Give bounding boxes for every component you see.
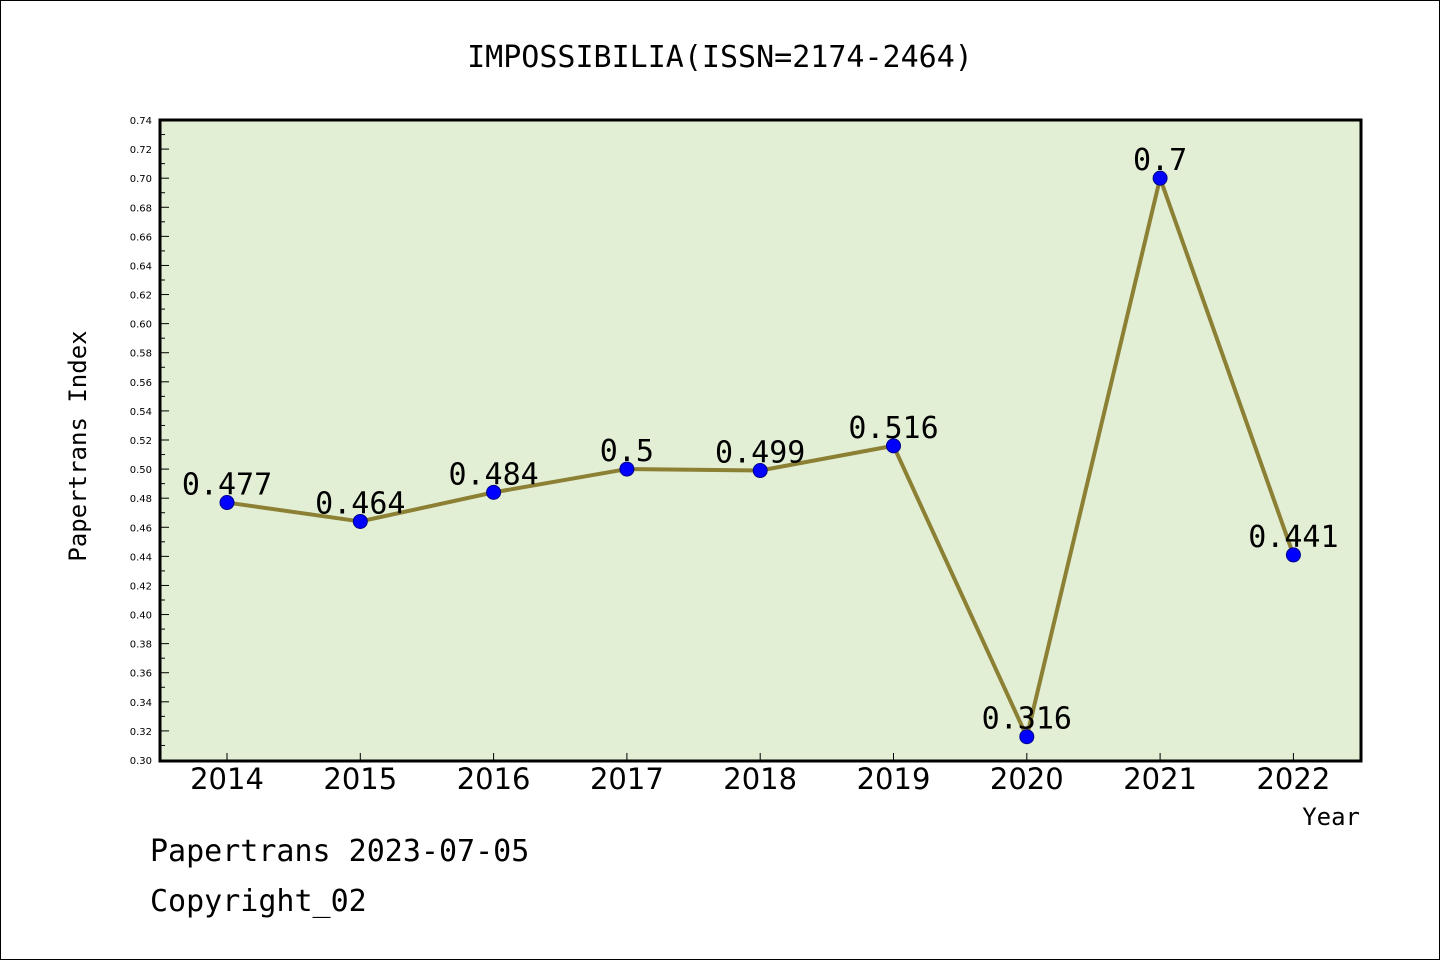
data-point <box>352 513 368 529</box>
y-tick-label: 0.30 <box>130 756 152 767</box>
y-tick-label: 0.46 <box>130 523 152 534</box>
x-tick-label: 2021 <box>1123 762 1197 796</box>
y-tick-label: 0.48 <box>130 494 152 505</box>
x-tick-label: 2015 <box>323 762 397 796</box>
x-tick-label: 2014 <box>190 762 264 796</box>
y-tick-label: 0.44 <box>130 552 152 563</box>
y-tick-label: 0.52 <box>130 436 152 447</box>
x-tick-label: 2017 <box>590 762 664 796</box>
data-point <box>1285 547 1301 563</box>
y-tick-label: 0.72 <box>130 145 152 156</box>
y-tick-label: 0.70 <box>130 174 152 185</box>
data-label: 0.5 <box>600 434 654 469</box>
data-point <box>886 438 901 454</box>
y-tick-label: 0.36 <box>130 669 152 680</box>
x-tick-label: 2020 <box>990 762 1064 796</box>
y-tick-label: 0.58 <box>130 349 152 360</box>
y-tick-label: 0.34 <box>130 698 152 709</box>
y-tick-label: 0.74 <box>130 116 152 127</box>
x-tick-label: 2016 <box>457 762 531 796</box>
y-tick-label: 0.64 <box>130 261 152 272</box>
x-axis-label: Year <box>1302 803 1360 831</box>
series-markers <box>219 170 1301 745</box>
y-tick-label: 0.50 <box>130 465 152 476</box>
chart-title: IMPOSSIBILIA(ISSN=2174-2464) <box>467 40 973 75</box>
x-tick-label: 2022 <box>1256 762 1330 796</box>
data-label: 0.499 <box>715 436 805 471</box>
data-label: 0.484 <box>448 457 538 492</box>
y-tick-label: 0.62 <box>130 291 152 302</box>
y-tick-label: 0.56 <box>130 378 152 389</box>
data-point <box>1152 170 1168 186</box>
x-tick-label: 2018 <box>723 762 797 796</box>
y-tick-label: 0.32 <box>130 727 152 738</box>
y-axis: 0.30 0.32 0.34 0.36 0.38 0.40 0.42 0.44 0.46 0.48… <box>130 116 169 767</box>
data-point <box>752 463 768 479</box>
y-tick-label: 0.68 <box>130 203 152 214</box>
data-point <box>486 484 502 500</box>
data-label: 0.441 <box>1248 520 1338 555</box>
y-tick-label: 0.54 <box>130 407 152 418</box>
footer-copyright: Copyright_02 <box>150 884 367 919</box>
y-tick-label: 0.66 <box>130 232 152 243</box>
data-label: 0.477 <box>182 468 272 503</box>
data-point <box>1019 729 1035 745</box>
footer-date: Papertrans 2023-07-05 <box>150 834 530 869</box>
x-axis: 2014 2015 2016 2017 2018 2019 2020 2021 2022 <box>190 753 1330 796</box>
y-tick-label: 0.60 <box>130 320 152 331</box>
y-tick-label: 0.40 <box>130 611 152 622</box>
data-point <box>619 461 635 477</box>
data-label: 0.464 <box>315 486 405 521</box>
data-point <box>219 495 235 511</box>
y-axis-label: Papertrans Index <box>64 330 92 561</box>
y-tick-label: 0.42 <box>130 581 152 592</box>
x-tick-label: 2019 <box>857 762 931 796</box>
data-label: 0.7 <box>1133 143 1187 178</box>
y-tick-label: 0.38 <box>130 640 152 651</box>
data-label: 0.316 <box>982 702 1072 737</box>
data-labels: 0.477 0.464 0.484 0.5 0.499 0.516 0.316 0.7 0.44… <box>182 143 1339 737</box>
plot-area <box>158 118 1363 763</box>
data-label: 0.516 <box>848 411 938 446</box>
